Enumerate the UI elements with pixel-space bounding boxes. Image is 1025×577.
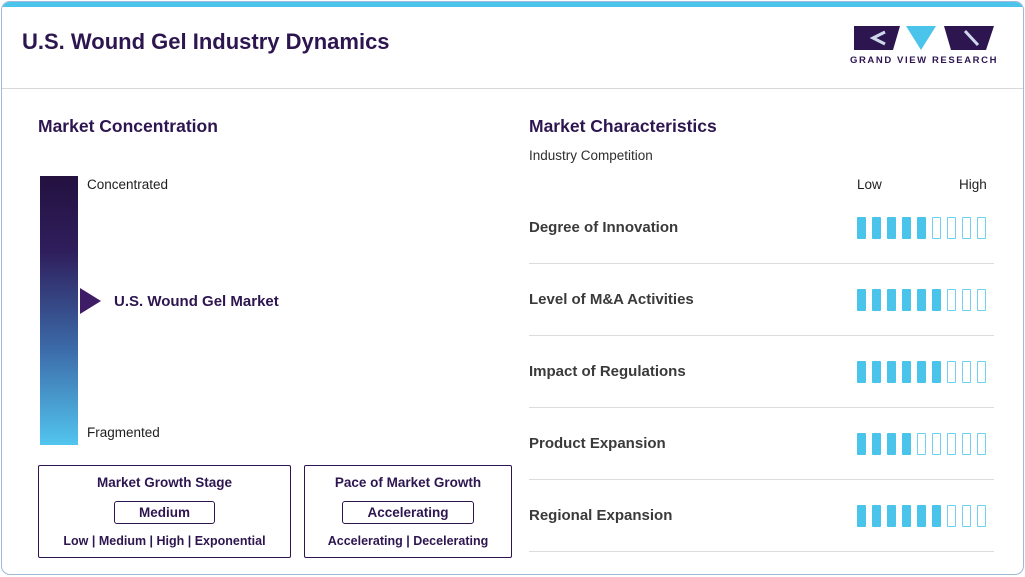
segment-filled <box>857 360 866 383</box>
logo-wordmark: GRAND VIEW RESEARCH <box>849 55 999 66</box>
characteristic-row: Level of M&A Activities <box>529 264 994 336</box>
characteristic-row: Regional Expansion <box>529 480 994 552</box>
segment-empty <box>932 432 941 455</box>
segment-filled <box>902 216 911 239</box>
segment-filled <box>887 504 896 527</box>
characteristic-row: Product Expansion <box>529 408 994 480</box>
segment-filled <box>872 432 881 455</box>
segment-empty <box>962 288 971 311</box>
segment-filled <box>887 360 896 383</box>
segment-empty <box>977 504 986 527</box>
segment-filled <box>917 360 926 383</box>
segment-filled <box>872 504 881 527</box>
growth-stage-value: Medium <box>113 500 215 524</box>
segment-empty <box>977 288 986 311</box>
segment-bar <box>857 288 986 311</box>
segment-empty <box>947 504 956 527</box>
segment-filled <box>857 504 866 527</box>
segment-filled <box>887 288 896 311</box>
segment-filled <box>857 216 866 239</box>
segment-filled <box>872 288 881 311</box>
segment-bar <box>857 432 986 455</box>
segment-filled <box>857 432 866 455</box>
segment-empty <box>962 360 971 383</box>
segment-filled <box>902 432 911 455</box>
segment-filled <box>917 504 926 527</box>
characteristics-rows: Degree of Innovation Level of M&A Activi… <box>529 192 994 552</box>
growth-stage-title: Market Growth Stage <box>96 475 233 490</box>
segment-filled <box>932 504 941 527</box>
characteristic-row: Degree of Innovation <box>529 192 994 264</box>
row-label: Regional Expansion <box>529 507 673 524</box>
pace-value: Accelerating <box>342 500 474 524</box>
market-position-arrow-icon <box>80 288 101 314</box>
fragmented-label: Fragmented <box>87 425 160 440</box>
pace-of-growth-box: Pace of Market Growth Accelerating Accel… <box>304 465 512 558</box>
segment-empty <box>917 432 926 455</box>
segment-bar <box>857 216 986 239</box>
segment-empty <box>977 432 986 455</box>
segment-empty <box>947 216 956 239</box>
segment-empty <box>947 288 956 311</box>
segment-filled <box>902 504 911 527</box>
segment-empty <box>962 504 971 527</box>
segment-empty <box>962 216 971 239</box>
segment-empty <box>977 360 986 383</box>
segment-empty <box>962 432 971 455</box>
characteristic-row: Impact of Regulations <box>529 336 994 408</box>
row-label: Impact of Regulations <box>529 363 686 380</box>
row-label: Product Expansion <box>529 435 666 452</box>
market-characteristics-heading: Market Characteristics <box>529 116 717 136</box>
concentration-gradient-bar <box>40 176 78 445</box>
concentrated-label: Concentrated <box>87 177 169 192</box>
segment-filled <box>887 432 896 455</box>
market-position-label: U.S. Wound Gel Market <box>114 293 279 310</box>
market-concentration-heading: Market Concentration <box>38 116 218 136</box>
row-label: Degree of Innovation <box>529 219 679 236</box>
segment-filled <box>902 360 911 383</box>
pace-title: Pace of Market Growth <box>334 475 482 490</box>
industry-competition-subheading: Industry Competition <box>529 148 653 163</box>
segment-empty <box>947 432 956 455</box>
segment-bar <box>857 504 986 527</box>
segment-empty <box>947 360 956 383</box>
growth-stage-options: Low | Medium | High | Exponential <box>63 534 266 548</box>
segment-filled <box>932 360 941 383</box>
segment-filled <box>872 216 881 239</box>
gvr-logo-icon <box>854 26 994 50</box>
segment-bar <box>857 360 986 383</box>
segment-filled <box>887 216 896 239</box>
top-accent-stripe <box>2 2 1023 7</box>
scale-high-label: High <box>959 177 987 192</box>
segment-empty <box>977 216 986 239</box>
segment-filled <box>872 360 881 383</box>
scale-low-label: Low <box>857 177 882 192</box>
segment-empty <box>932 216 941 239</box>
header-divider <box>2 88 1023 89</box>
pace-options: Accelerating | Decelerating <box>327 534 489 548</box>
segment-filled <box>857 288 866 311</box>
market-growth-stage-box: Market Growth Stage Medium Low | Medium … <box>38 465 291 558</box>
segment-filled <box>917 216 926 239</box>
row-label: Level of M&A Activities <box>529 291 694 308</box>
grand-view-research-logo: GRAND VIEW RESEARCH <box>849 25 999 66</box>
page-title: U.S. Wound Gel Industry Dynamics <box>22 29 390 54</box>
segment-filled <box>902 288 911 311</box>
segment-filled <box>932 288 941 311</box>
segment-filled <box>917 288 926 311</box>
